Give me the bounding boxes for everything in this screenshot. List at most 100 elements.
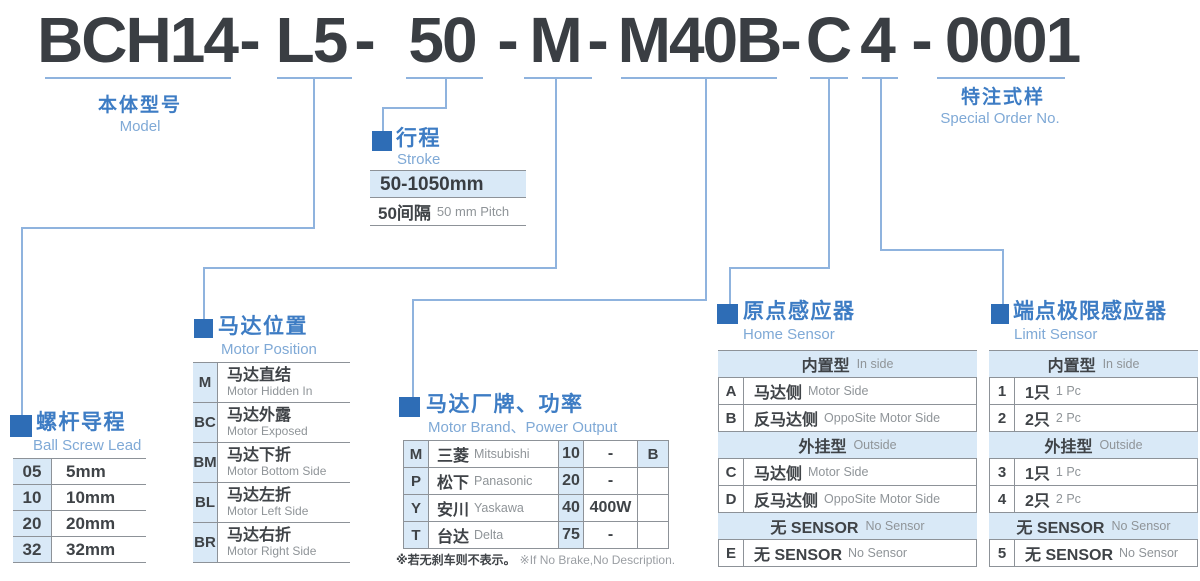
brand-code: M (404, 441, 429, 467)
position-code: BL (193, 483, 218, 522)
position-code: BR (193, 523, 218, 562)
group-header: 内置型 In side (718, 351, 977, 378)
group-header: 内置型 In side (989, 351, 1198, 378)
table-row: 2 2只 2 Pc (989, 405, 1198, 432)
motor-position-title-zh: 马达位置 (218, 315, 308, 338)
table-row: P 松下 Panasonic 20 - (404, 468, 669, 495)
home-sensor-title-en: Home Sensor (743, 326, 835, 343)
connector-motor-pos-v2 (203, 267, 205, 321)
table-row: 10 10mm (13, 485, 146, 511)
table-row: 05 5mm (13, 459, 146, 485)
model-seg-dash1: - (239, 4, 260, 76)
motor-brand-table: M 三菱 Mitsubishi 10 - B P 松下 Panasonic 20… (403, 440, 669, 549)
model-seg-motor-pos: M (529, 4, 582, 76)
special-order-label-zh: 特注式样 (960, 87, 1046, 108)
connector-limit-sensor-v1 (880, 79, 882, 249)
connector-lead-v1 (313, 79, 315, 227)
underline-home-sensor (810, 77, 848, 79)
model-label-zh: 本体型号 (97, 95, 183, 116)
power-code: 20 (559, 468, 584, 494)
ball-screw-title-en: Ball Screw Lead (33, 437, 142, 454)
table-row: 20 20mm (13, 511, 146, 537)
lead-code: 10 (13, 485, 52, 510)
underline-lead (277, 77, 352, 79)
connector-lead-v2 (21, 227, 23, 415)
table-row: 5 无 SENSOR No Sensor (989, 540, 1198, 567)
table-row: C 马达侧 Motor Side (718, 459, 977, 486)
motor-position-bullet-square (194, 319, 213, 338)
home-sensor-table: 内置型 In side A 马达侧 Motor Side B 反马达侧 Oppo… (718, 350, 977, 567)
motor-position-table: M 马达直结 Motor Hidden In BC 马达外露 Motor Exp… (193, 362, 350, 563)
position-desc: 马达直结 Motor Hidden In (227, 367, 313, 398)
ball-screw-bullet-square (10, 415, 32, 437)
position-desc: 马达下折 Motor Bottom Side (227, 447, 327, 478)
motor-brand-title-en: Motor Brand、Power Output (428, 419, 618, 436)
model-seg-stroke: 50 (408, 4, 477, 76)
brake-code (638, 522, 669, 548)
stroke-pitch: 50间隔 50 mm Pitch (370, 198, 526, 226)
underline-limit-sensor (862, 77, 898, 79)
brand-name: 台达 Delta (429, 522, 559, 548)
stroke-title-zh: 行程 (396, 127, 441, 150)
brake-note-zh: ※若无刹车则不表示。 (396, 553, 516, 567)
group-header: 外挂型 Outside (718, 432, 977, 459)
group-header: 无 SENSOR No Sensor (718, 513, 977, 540)
sensor-code: 1 (990, 378, 1015, 404)
connector-motor-pos-h (203, 267, 557, 269)
model-seg-limit-sensor: 4 (860, 4, 896, 76)
stroke-pitch-en: 50 mm Pitch (436, 204, 510, 219)
connector-home-sensor-h (729, 267, 830, 269)
position-code: BC (193, 403, 218, 442)
brake-note: ※若无刹车则不表示。 ※If No Brake,No Description. (396, 551, 675, 568)
table-row: M 马达直结 Motor Hidden In (193, 363, 350, 403)
position-code: BM (193, 443, 218, 482)
brand-code: Y (404, 495, 429, 521)
lead-value: 32mm (66, 540, 116, 559)
table-row: E 无 SENSOR No Sensor (718, 540, 977, 567)
sensor-code: 4 (990, 486, 1015, 512)
model-seg-special: 0001 (944, 4, 1081, 76)
position-desc: 马达左折 Motor Left Side (227, 487, 309, 518)
power-value: 400W (584, 495, 638, 521)
sensor-code: 5 (990, 540, 1015, 566)
connector-motor-brand-v1 (705, 79, 707, 299)
group-header: 外挂型 Outside (989, 432, 1198, 459)
stroke-pitch-zh: 50间隔 (378, 204, 431, 223)
table-row: B 反马达侧 OppoSite Motor Side (718, 405, 977, 432)
brand-name: 三菱 Mitsubishi (429, 441, 559, 467)
brand-code: T (404, 522, 429, 548)
stroke-title-en: Stroke (397, 151, 441, 168)
model-seg-home-sensor: C (805, 4, 852, 76)
power-value: - (584, 441, 638, 467)
brake-note-en: ※If No Brake,No Description. (519, 553, 676, 567)
table-row: D 反马达侧 OppoSite Motor Side (718, 486, 977, 513)
model-seg-dash2: - (354, 4, 375, 76)
special-order-label-en: Special Order No. (940, 110, 1060, 127)
connector-lead-h (21, 227, 315, 229)
model-seg-body: BCH14 (37, 4, 239, 76)
stroke-bullet-square (372, 131, 392, 151)
position-desc: 马达外露 Motor Exposed (227, 407, 308, 438)
home-sensor-bullet-square (717, 304, 738, 324)
table-row: 32 32mm (13, 537, 146, 563)
sensor-code: E (719, 540, 744, 566)
power-value: - (584, 522, 638, 548)
model-seg-dash4: - (587, 4, 608, 76)
model-label-en: Model (119, 118, 161, 135)
power-code: 10 (559, 441, 584, 467)
lead-value: 5mm (66, 462, 106, 481)
model-seg-motor-brand: M40B (617, 4, 783, 76)
sensor-code: D (719, 486, 744, 512)
table-row: BL 马达左折 Motor Left Side (193, 483, 350, 523)
underline-motor-pos (524, 77, 592, 79)
brake-code (638, 495, 669, 521)
table-row: T 台达 Delta 75 - (404, 522, 669, 549)
sensor-code: 3 (990, 459, 1015, 485)
limit-sensor-title-en: Limit Sensor (1014, 326, 1098, 343)
connector-motor-brand-v2 (412, 299, 414, 399)
home-sensor-title-zh: 原点感应器 (743, 300, 856, 323)
power-value: - (584, 468, 638, 494)
motor-brand-title-zh: 马达厂牌、功率 (426, 393, 584, 416)
sensor-code: 2 (990, 405, 1015, 431)
connector-home-sensor-v2 (729, 267, 731, 306)
